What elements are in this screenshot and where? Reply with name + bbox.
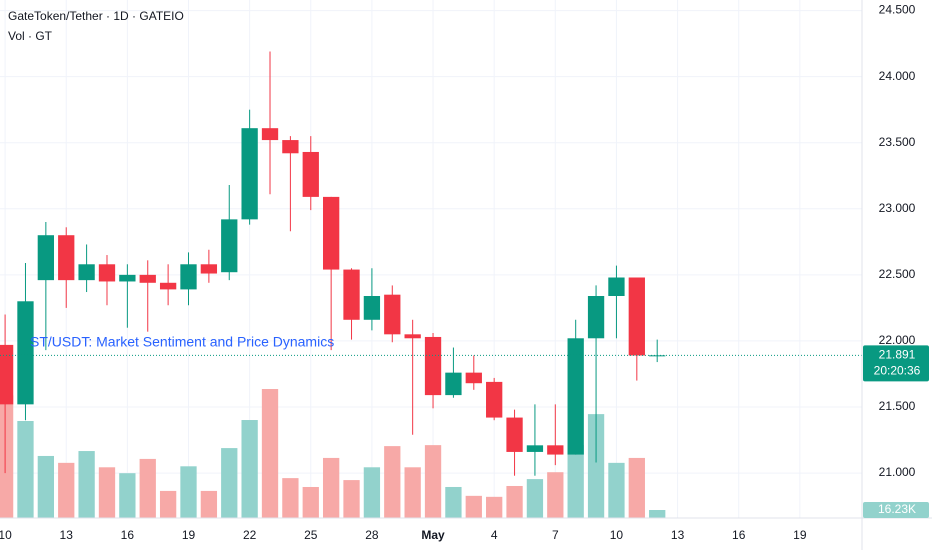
candle-body <box>119 274 136 282</box>
countdown-label: 20:20:36 <box>874 364 921 378</box>
candle-body <box>547 445 564 455</box>
candle-body <box>567 338 584 455</box>
candle-body <box>506 417 523 452</box>
last-volume-box <box>863 502 929 519</box>
x-tick-label: 13 <box>671 528 685 542</box>
volume-bar <box>180 466 197 518</box>
candle-body <box>302 151 319 197</box>
volume-bar <box>221 448 238 518</box>
volume-bar <box>241 420 258 518</box>
candle-body <box>363 296 381 320</box>
volume-bar <box>119 473 136 518</box>
volume-bar <box>0 395 14 518</box>
volume-bar <box>261 389 279 518</box>
chart-title: GateToken/Tether · 1D · GATEIO <box>8 9 184 23</box>
volume-bar <box>567 445 584 518</box>
y-tick-label: 24.000 <box>879 69 916 83</box>
x-tick-label: 10 <box>0 528 12 542</box>
volume-bar <box>445 486 462 518</box>
candle-body <box>37 235 55 281</box>
volume-bar <box>139 458 156 518</box>
x-tick-label: 25 <box>304 528 318 542</box>
x-tick-label: 22 <box>243 528 257 542</box>
volume-bar <box>384 446 401 518</box>
y-tick-label: 24.500 <box>879 3 916 17</box>
candle-body <box>282 140 299 154</box>
volume-bar <box>58 462 75 518</box>
volume-bar <box>322 457 340 518</box>
volume-bar <box>628 457 645 518</box>
candle-body <box>241 128 258 220</box>
candle-body <box>139 274 156 283</box>
y-tick-label: 22.000 <box>879 333 916 347</box>
x-tick-label: 19 <box>182 528 196 542</box>
candle-body <box>322 196 340 270</box>
volume-bar <box>587 414 605 518</box>
y-tick-label: 23.000 <box>879 201 916 215</box>
volume-bar <box>200 490 218 518</box>
x-tick-label: 28 <box>365 528 379 542</box>
y-tick-label: 21.000 <box>879 465 916 479</box>
candle-body <box>384 294 401 335</box>
volume-bar <box>526 479 544 518</box>
volume-bar <box>404 467 421 518</box>
volume-bar <box>98 467 116 518</box>
volume-bar <box>649 510 666 518</box>
candle-body <box>608 277 625 296</box>
y-tick-label: 21.500 <box>879 399 916 413</box>
x-tick-label: 16 <box>121 528 135 542</box>
volume-bar <box>506 485 523 518</box>
candle-body <box>78 264 95 281</box>
last-volume-label: 16.23K <box>878 502 916 516</box>
volume-bar <box>37 455 55 518</box>
x-tick-label: 4 <box>491 528 498 542</box>
candle-body <box>200 264 218 274</box>
volume-bar <box>282 478 299 518</box>
x-tick-label: May <box>421 528 445 542</box>
candle-body <box>445 372 462 396</box>
candle-body <box>465 372 482 384</box>
candle-body <box>587 296 605 339</box>
volume-bar <box>302 486 319 518</box>
x-tick-label: 16 <box>732 528 746 542</box>
candle-body <box>261 128 279 141</box>
volume-title: Vol · GT <box>8 29 53 43</box>
x-tick-label: 13 <box>60 528 74 542</box>
annotation[interactable]: ST/USDT: Market Sentiment and Price Dyna… <box>30 334 334 350</box>
volume-bar <box>465 495 482 518</box>
candle-body <box>58 235 75 281</box>
x-tick-label: 7 <box>552 528 559 542</box>
candle-body <box>0 344 14 405</box>
volume-bar <box>159 490 177 518</box>
candle-body <box>343 269 360 320</box>
y-tick-label: 22.500 <box>879 267 916 281</box>
volume-bar <box>547 472 564 518</box>
volume-bar <box>424 445 442 518</box>
x-tick-label: 19 <box>793 528 807 542</box>
volume-bar <box>78 451 95 518</box>
candle-body <box>424 336 442 396</box>
volume-bar <box>486 496 503 518</box>
volume-bar <box>343 480 360 518</box>
last-price-label: 21.891 <box>879 348 916 362</box>
candle-body <box>486 381 503 418</box>
candle-body <box>221 219 238 273</box>
candle-body <box>180 264 197 290</box>
candle-body <box>404 334 421 339</box>
candle-body <box>526 445 544 452</box>
volume-bar <box>608 462 625 518</box>
x-tick-label: 10 <box>610 528 624 542</box>
candle-body <box>159 282 177 290</box>
last-price-box <box>863 345 929 382</box>
candle-body <box>17 301 34 405</box>
candle-body <box>98 264 116 282</box>
volume-bar <box>17 421 34 518</box>
y-tick-label: 23.500 <box>879 135 916 149</box>
volume-bar <box>363 467 381 518</box>
candle-body <box>628 277 645 356</box>
